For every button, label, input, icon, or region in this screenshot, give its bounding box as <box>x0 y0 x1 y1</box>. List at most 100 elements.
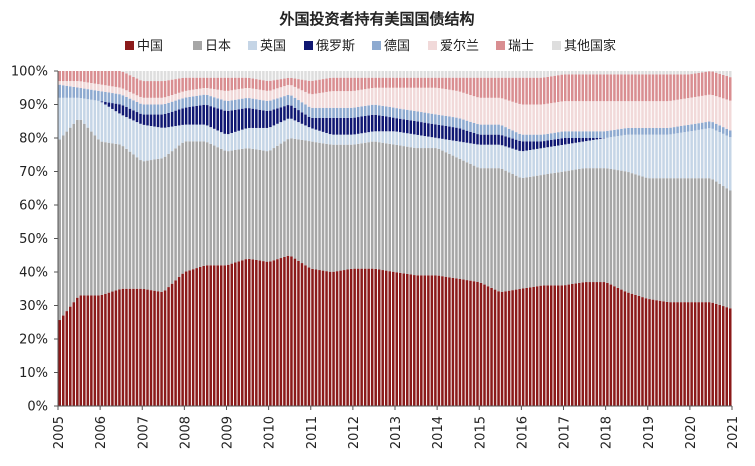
bar-segment <box>241 148 244 261</box>
bar-segment <box>521 177 525 289</box>
bar-segment <box>374 268 377 406</box>
bar-segment <box>293 71 297 79</box>
bar-segment <box>500 168 504 292</box>
bar-segment <box>458 158 462 279</box>
bar-segment <box>297 79 300 89</box>
bar-segment <box>205 95 209 106</box>
bar-segment <box>135 112 139 123</box>
bar-segment <box>542 174 546 286</box>
bar-segment <box>504 291 507 406</box>
bar-column <box>676 71 679 406</box>
bar-segment <box>107 102 111 107</box>
bar-segment <box>125 288 128 406</box>
bar-segment <box>567 170 571 285</box>
bar-segment <box>121 71 125 89</box>
bar-segment <box>269 71 272 81</box>
bar-segment <box>616 170 620 288</box>
bar-segment <box>630 173 634 294</box>
bar-segment <box>402 146 406 274</box>
bar-segment <box>714 72 718 97</box>
bar-segment <box>346 144 349 270</box>
bar-segment <box>388 131 391 144</box>
bar-segment <box>177 78 181 93</box>
bar-column <box>314 71 318 406</box>
bar-segment <box>160 114 163 128</box>
bar-segment <box>62 135 65 316</box>
bar-segment <box>374 141 377 269</box>
bar-segment <box>665 301 669 406</box>
bar-column <box>416 71 420 406</box>
bar-column <box>212 71 216 406</box>
bar-segment <box>212 107 216 129</box>
bar-segment <box>672 302 676 406</box>
bar-segment <box>669 178 672 303</box>
bar-segment <box>202 265 205 406</box>
bar-segment <box>546 174 549 286</box>
bar-segment <box>602 71 606 75</box>
bar-segment <box>170 151 174 284</box>
x-tick-label: 2015 <box>473 416 488 449</box>
bar-segment <box>409 110 413 121</box>
bar-segment <box>458 128 462 142</box>
bar-segment <box>504 136 507 147</box>
bar-segment <box>58 139 62 321</box>
bar-segment <box>679 178 683 303</box>
bar-segment <box>511 174 514 291</box>
legend-label: 瑞士 <box>508 39 534 54</box>
bar-segment <box>226 100 230 111</box>
bar-segment <box>728 77 732 101</box>
bar-segment <box>588 71 592 75</box>
bar-segment <box>434 114 437 125</box>
bar-segment <box>325 143 328 272</box>
bar-segment <box>669 100 672 128</box>
bar-segment <box>367 142 370 269</box>
bar-segment <box>700 72 704 96</box>
bar-segment <box>107 71 111 86</box>
bar-segment <box>353 268 356 406</box>
bar-segment <box>648 71 651 75</box>
bar-segment <box>72 81 76 87</box>
bar-segment <box>97 71 100 85</box>
bar-segment <box>97 90 100 101</box>
bar-segment <box>648 127 651 135</box>
bar-segment <box>191 89 195 97</box>
bar-segment <box>142 97 146 105</box>
bar-segment <box>272 80 276 90</box>
bar-segment <box>630 293 634 406</box>
bar-column <box>283 71 286 406</box>
bar-segment <box>265 261 269 406</box>
bar-segment <box>283 141 286 257</box>
bar-segment <box>574 283 578 406</box>
bar-column <box>423 71 427 406</box>
bar-segment <box>399 118 402 133</box>
bar-segment <box>571 284 574 406</box>
bar-column <box>451 71 455 406</box>
bar-segment <box>353 117 356 135</box>
bar-segment <box>521 104 525 135</box>
bar-segment <box>174 100 177 111</box>
bar-segment <box>427 77 430 88</box>
bar-segment <box>290 71 293 78</box>
bar-segment <box>76 87 79 98</box>
bar-segment <box>339 144 342 271</box>
bar-segment <box>279 258 283 406</box>
bar-segment <box>528 176 532 288</box>
bar-segment <box>725 128 728 136</box>
bar-segment <box>97 84 100 91</box>
bar-segment <box>430 77 434 88</box>
bar-segment <box>402 273 406 406</box>
bar-segment <box>234 99 237 110</box>
bar-column <box>79 71 83 406</box>
bar-segment <box>342 144 346 271</box>
bar-segment <box>118 94 121 105</box>
bar-segment <box>728 100 732 131</box>
bar-segment <box>641 74 644 102</box>
bar-segment <box>630 101 634 128</box>
bar-column <box>139 71 142 406</box>
bar-segment <box>571 74 574 102</box>
bar-segment <box>384 131 388 144</box>
bar-column <box>244 71 248 406</box>
bar-segment <box>156 81 160 98</box>
bar-segment <box>149 104 153 115</box>
bar-segment <box>711 71 714 72</box>
